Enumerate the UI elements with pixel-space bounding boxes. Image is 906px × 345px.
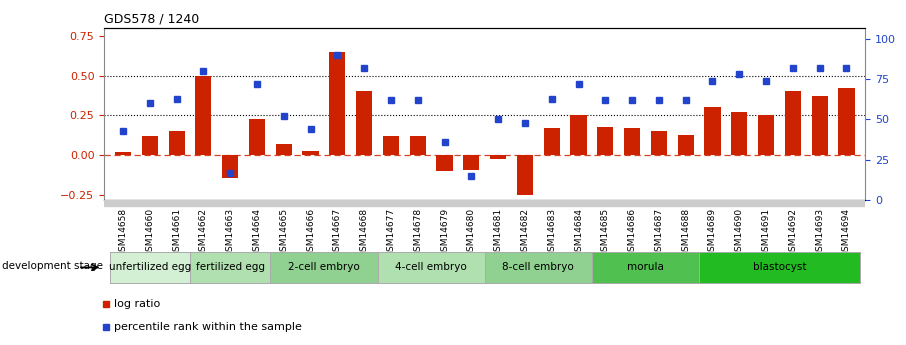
Text: GSM14665: GSM14665 [279, 208, 288, 257]
FancyBboxPatch shape [190, 252, 270, 283]
Text: GSM14662: GSM14662 [198, 208, 207, 257]
Text: GSM14687: GSM14687 [654, 208, 663, 257]
Text: GSM14661: GSM14661 [172, 208, 181, 257]
Text: GSM14691: GSM14691 [762, 208, 771, 257]
Text: blastocyst: blastocyst [753, 263, 806, 272]
Text: GSM14692: GSM14692 [788, 208, 797, 257]
Text: GSM14685: GSM14685 [601, 208, 610, 257]
Text: GSM14663: GSM14663 [226, 208, 235, 257]
Bar [812, 96, 828, 155]
Bar [758, 116, 774, 155]
FancyBboxPatch shape [270, 252, 378, 283]
Bar [275, 144, 292, 155]
Text: unfertilized egg: unfertilized egg [109, 263, 191, 272]
Text: log ratio: log ratio [114, 299, 160, 309]
Bar [437, 155, 453, 171]
Bar [104, 200, 865, 206]
Text: GSM14694: GSM14694 [842, 208, 851, 257]
Text: GSM14677: GSM14677 [387, 208, 395, 257]
Bar [222, 155, 238, 178]
Bar [169, 131, 185, 155]
Bar [196, 76, 211, 155]
Text: fertilized egg: fertilized egg [196, 263, 265, 272]
FancyBboxPatch shape [378, 252, 485, 283]
FancyBboxPatch shape [485, 252, 592, 283]
Text: GSM14658: GSM14658 [119, 208, 128, 257]
Text: GDS578 / 1240: GDS578 / 1240 [104, 12, 199, 25]
Bar [571, 116, 586, 155]
Text: GSM14686: GSM14686 [628, 208, 637, 257]
Bar [249, 119, 265, 155]
Text: GSM14678: GSM14678 [413, 208, 422, 257]
FancyBboxPatch shape [592, 252, 699, 283]
Text: GSM14684: GSM14684 [574, 208, 583, 257]
Text: GSM14668: GSM14668 [360, 208, 369, 257]
Bar [115, 152, 131, 155]
Text: GSM14680: GSM14680 [467, 208, 476, 257]
Bar [838, 88, 854, 155]
Bar [544, 128, 560, 155]
Bar [329, 51, 345, 155]
Bar [705, 107, 720, 155]
Text: 8-cell embryo: 8-cell embryo [503, 263, 574, 272]
Bar [731, 112, 747, 155]
Bar [303, 150, 319, 155]
Text: percentile rank within the sample: percentile rank within the sample [114, 322, 302, 332]
Text: GSM14679: GSM14679 [440, 208, 449, 257]
Text: GSM14664: GSM14664 [253, 208, 262, 257]
Text: GSM14660: GSM14660 [145, 208, 154, 257]
Bar [678, 135, 694, 155]
FancyBboxPatch shape [699, 252, 860, 283]
Bar [383, 136, 399, 155]
Bar [785, 91, 801, 155]
Bar [516, 155, 533, 195]
Bar [410, 136, 426, 155]
Text: GSM14667: GSM14667 [333, 208, 342, 257]
Text: GSM14688: GSM14688 [681, 208, 690, 257]
Text: 4-cell embryo: 4-cell embryo [395, 263, 467, 272]
Text: development stage: development stage [2, 261, 103, 270]
Text: GSM14666: GSM14666 [306, 208, 315, 257]
Text: GSM14693: GSM14693 [815, 208, 824, 257]
Bar [597, 127, 613, 155]
FancyBboxPatch shape [110, 252, 190, 283]
Text: GSM14683: GSM14683 [547, 208, 556, 257]
Bar [624, 128, 641, 155]
Bar [463, 155, 479, 170]
Bar [141, 136, 158, 155]
Text: GSM14690: GSM14690 [735, 208, 744, 257]
Bar [356, 91, 372, 155]
Bar [651, 131, 667, 155]
Text: morula: morula [627, 263, 664, 272]
Text: GSM14681: GSM14681 [494, 208, 503, 257]
Text: GSM14682: GSM14682 [520, 208, 529, 257]
Bar [490, 155, 506, 159]
Text: 2-cell embryo: 2-cell embryo [288, 263, 360, 272]
Text: GSM14689: GSM14689 [708, 208, 717, 257]
